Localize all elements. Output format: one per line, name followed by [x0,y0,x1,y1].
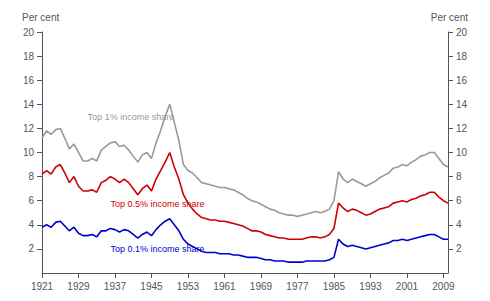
svg-text:Top 0.5% income share: Top 0.5% income share [110,199,204,209]
svg-text:1985: 1985 [323,281,346,292]
svg-text:20: 20 [456,27,468,38]
svg-text:20: 20 [23,27,35,38]
svg-text:Per cent: Per cent [22,12,59,23]
svg-text:1945: 1945 [140,281,163,292]
svg-text:Top 1% income share: Top 1% income share [88,112,175,122]
svg-text:4: 4 [28,219,34,230]
svg-text:2001: 2001 [396,281,419,292]
svg-text:4: 4 [456,219,462,230]
svg-text:2009: 2009 [432,281,455,292]
svg-text:Per cent: Per cent [431,12,468,23]
svg-text:1929: 1929 [67,281,90,292]
svg-text:12: 12 [23,123,35,134]
svg-text:1953: 1953 [177,281,200,292]
svg-text:1961: 1961 [213,281,236,292]
svg-text:8: 8 [28,171,34,182]
svg-text:16: 16 [456,75,468,86]
svg-text:2: 2 [28,243,34,254]
svg-text:1969: 1969 [250,281,273,292]
svg-text:18: 18 [456,51,468,62]
svg-text:1993: 1993 [359,281,382,292]
svg-text:16: 16 [23,75,35,86]
svg-text:8: 8 [456,171,462,182]
svg-text:10: 10 [23,147,35,158]
svg-text:6: 6 [456,195,462,206]
svg-text:2: 2 [456,243,462,254]
svg-text:1977: 1977 [286,281,309,292]
svg-text:1937: 1937 [104,281,127,292]
svg-text:1921: 1921 [31,281,54,292]
svg-text:10: 10 [456,147,468,158]
svg-text:14: 14 [23,99,35,110]
svg-text:12: 12 [456,123,468,134]
svg-text:18: 18 [23,51,35,62]
svg-text:6: 6 [28,195,34,206]
svg-text:14: 14 [456,99,468,110]
svg-text:Top 0.1% income share: Top 0.1% income share [110,244,204,254]
